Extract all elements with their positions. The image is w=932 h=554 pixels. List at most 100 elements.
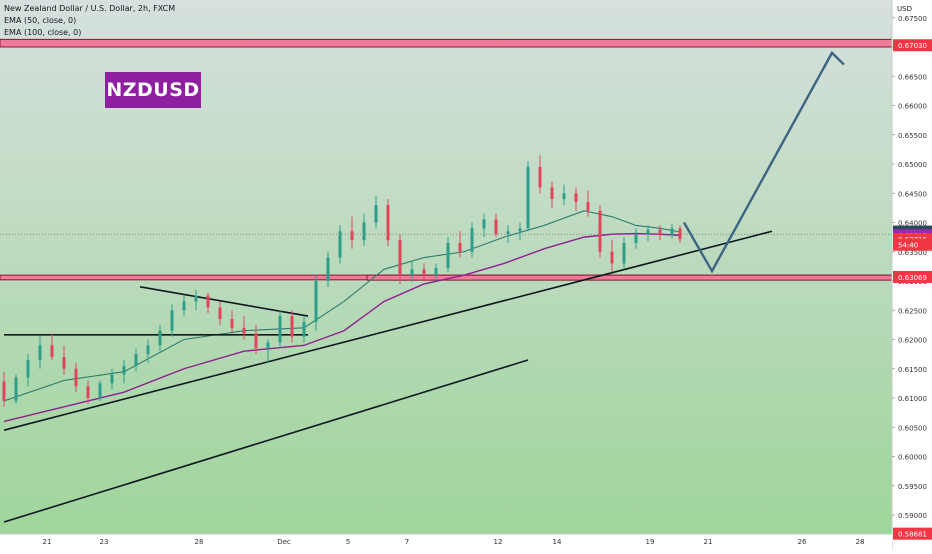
candle-body bbox=[74, 368, 78, 387]
x-tick-label: Dec bbox=[277, 538, 291, 546]
candle-body bbox=[134, 354, 138, 366]
candle-body bbox=[122, 365, 126, 375]
candle-body bbox=[506, 231, 510, 235]
candle-body bbox=[398, 240, 402, 276]
x-tick-label: 26 bbox=[798, 538, 807, 546]
candle-body bbox=[218, 307, 222, 320]
price-label-box bbox=[893, 39, 932, 52]
ema50-label[interactable]: EMA (50, close, 0) bbox=[4, 16, 77, 25]
candle-body bbox=[482, 219, 486, 229]
candle-body bbox=[470, 228, 474, 252]
candle-body bbox=[518, 228, 522, 232]
candle-body bbox=[374, 204, 378, 223]
price-label-box bbox=[893, 270, 932, 283]
candle-body bbox=[62, 357, 66, 369]
price-label-box bbox=[893, 527, 932, 540]
candle-body bbox=[598, 210, 602, 252]
candle-body bbox=[526, 166, 530, 229]
candle-body bbox=[278, 316, 282, 343]
x-tick-label: 14 bbox=[553, 538, 562, 546]
candle-body bbox=[550, 187, 554, 200]
ema100-label[interactable]: EMA (100, close, 0) bbox=[4, 28, 82, 37]
y-tick-label: 0.61000 bbox=[898, 395, 927, 403]
x-tick-label: 28 bbox=[195, 538, 204, 546]
x-tick-label: 21 bbox=[704, 538, 713, 546]
x-tick-label: 12 bbox=[494, 538, 503, 546]
pair-badge: NZDUSD bbox=[105, 72, 201, 108]
x-tick-label: 19 bbox=[646, 538, 655, 546]
y-tick-label: 0.63500 bbox=[898, 249, 927, 257]
y-tick-label: 0.66000 bbox=[898, 103, 927, 111]
y-tick-label: 0.62000 bbox=[898, 337, 927, 345]
candle-body bbox=[646, 229, 650, 235]
y-tick-label: 0.62500 bbox=[898, 307, 927, 315]
y-tick-label: 0.64500 bbox=[898, 190, 927, 198]
candle-body bbox=[538, 166, 542, 188]
ema50-line bbox=[3, 210, 681, 402]
candle-body bbox=[434, 268, 438, 276]
projection-arrowhead bbox=[822, 50, 845, 69]
y-tick-label: 0.64000 bbox=[898, 220, 927, 228]
candle-body bbox=[170, 310, 174, 331]
y-tick-label: 0.59000 bbox=[898, 512, 927, 520]
candle-body bbox=[494, 219, 498, 235]
candle-body bbox=[678, 228, 682, 240]
candle-body bbox=[562, 193, 566, 200]
candle-body bbox=[658, 229, 662, 236]
y-tick-label: 0.67500 bbox=[898, 15, 927, 23]
candle-body bbox=[194, 295, 198, 302]
y-tick-label: 0.60000 bbox=[898, 454, 927, 462]
candle-body bbox=[230, 319, 234, 328]
candle-body bbox=[338, 231, 342, 258]
candle-body bbox=[670, 228, 674, 236]
candle-body bbox=[26, 359, 30, 378]
candle-body bbox=[38, 345, 42, 360]
y-tick-label: 0.61500 bbox=[898, 366, 927, 374]
y-tick-label: 0.65500 bbox=[898, 132, 927, 140]
candle-body bbox=[158, 330, 162, 346]
symbol-label[interactable]: New Zealand Dollar / U.S. Dollar, 2h, FX… bbox=[4, 4, 176, 13]
candle-body bbox=[50, 345, 54, 358]
candle-body bbox=[634, 234, 638, 243]
lower-channel-trendline bbox=[3, 359, 529, 523]
time-axis bbox=[0, 534, 892, 550]
legend: New Zealand Dollar / U.S. Dollar, 2h, FX… bbox=[4, 3, 175, 39]
price-label-box bbox=[893, 238, 932, 251]
y-tick-label: 0.60500 bbox=[898, 424, 927, 432]
x-tick-label: 21 bbox=[43, 538, 52, 546]
x-tick-label: 7 bbox=[405, 538, 409, 546]
price-label-text: 54:40 bbox=[898, 242, 918, 250]
candle-body bbox=[146, 345, 150, 355]
candle-body bbox=[362, 222, 366, 241]
x-tick-label: 5 bbox=[346, 538, 350, 546]
candle-body bbox=[622, 242, 626, 264]
candle-body bbox=[266, 342, 270, 349]
candle-body bbox=[446, 242, 450, 269]
candle-body bbox=[386, 204, 390, 241]
y-tick-label: 0.59500 bbox=[898, 483, 927, 491]
candle-body bbox=[254, 333, 258, 349]
candle-body bbox=[242, 327, 246, 334]
candle-body bbox=[86, 386, 90, 398]
candle-body bbox=[2, 381, 6, 401]
candle-body bbox=[586, 202, 590, 211]
candle-body bbox=[350, 231, 354, 241]
y-tick-label: 0.65000 bbox=[898, 161, 927, 169]
price-label-text: 0.58681 bbox=[898, 531, 927, 539]
candle-body bbox=[410, 269, 414, 276]
candle-body bbox=[610, 251, 614, 264]
candle-body bbox=[422, 269, 426, 276]
candle-body bbox=[14, 377, 18, 401]
y-tick-label: 0.66500 bbox=[898, 73, 927, 81]
candle-body bbox=[206, 295, 210, 308]
x-tick-label: 23 bbox=[100, 538, 109, 546]
price-label-text: 0.67030 bbox=[898, 42, 927, 50]
ema100-line bbox=[3, 232, 681, 423]
price-label-text: 0.63069 bbox=[898, 274, 927, 282]
projection-path bbox=[682, 52, 834, 274]
candle-body bbox=[326, 257, 330, 281]
candle-body bbox=[290, 316, 294, 337]
x-tick-label: 28 bbox=[856, 538, 865, 546]
support-trendline bbox=[3, 230, 773, 431]
